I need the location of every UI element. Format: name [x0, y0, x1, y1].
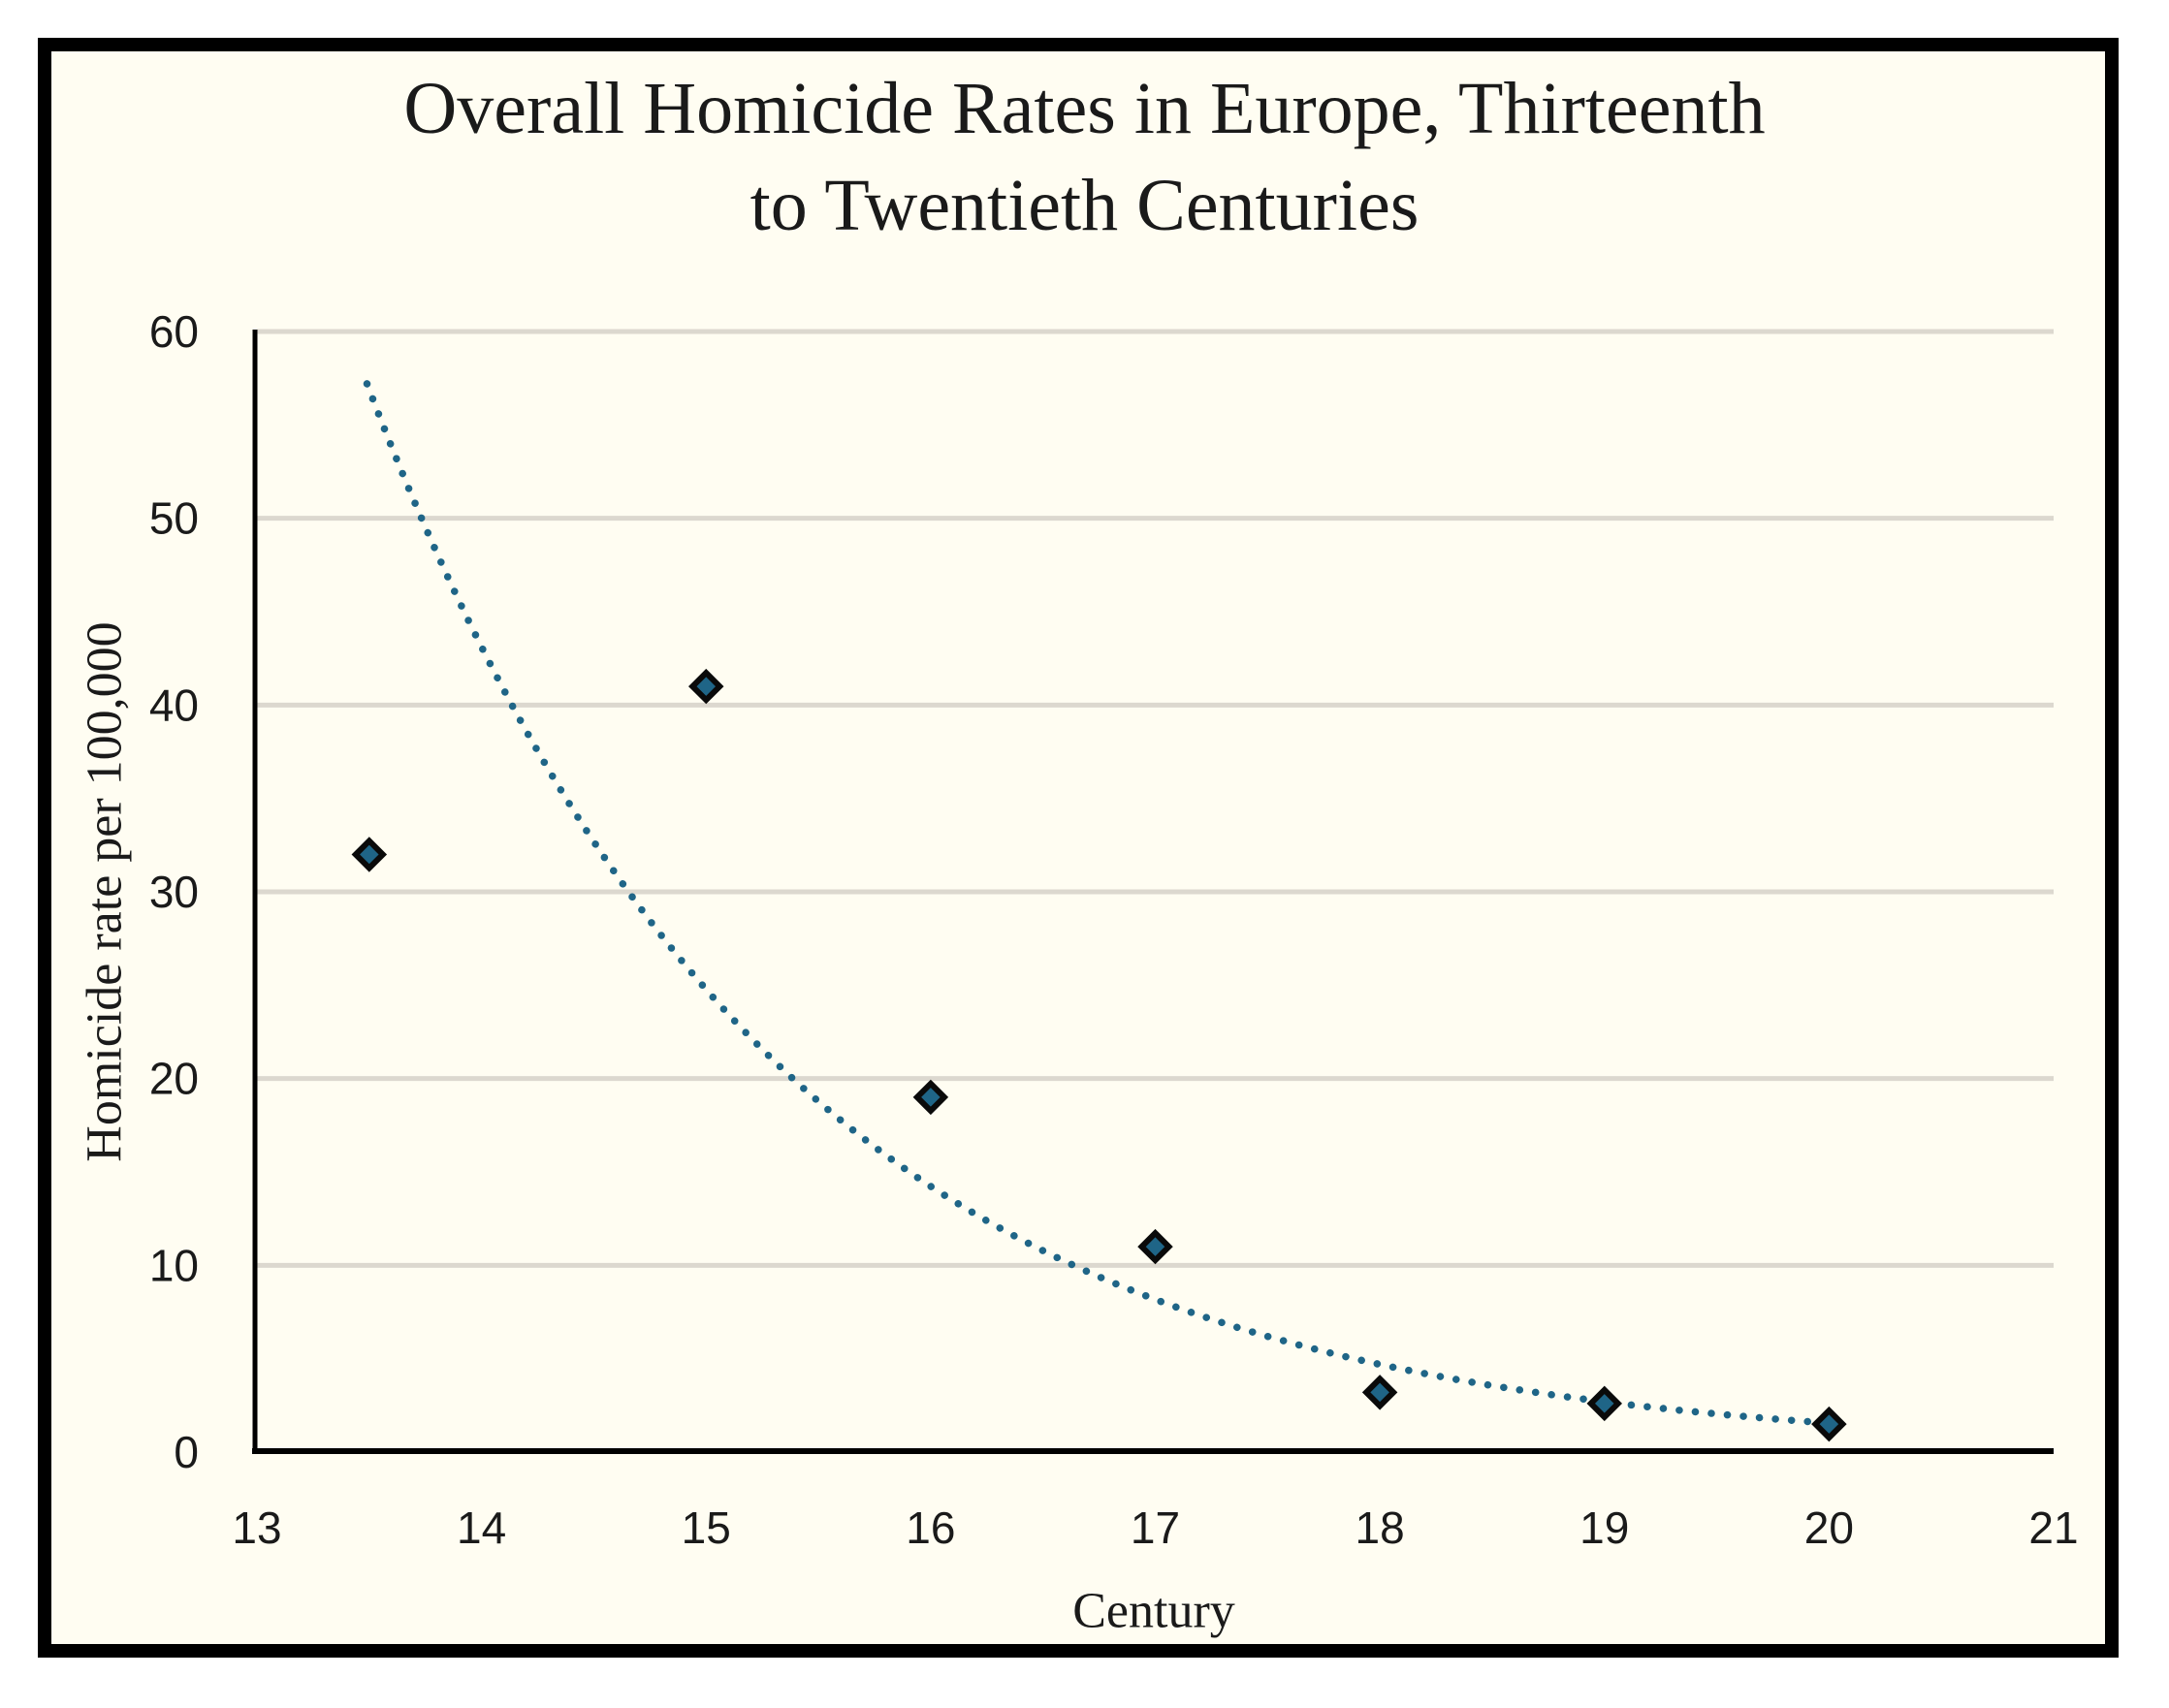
y-tick-label-40: 40	[149, 680, 199, 730]
data-point-3	[1137, 1228, 1173, 1265]
chart-frame	[38, 38, 2119, 1658]
x-tick-label-18: 18	[1356, 1502, 1405, 1553]
x-tick-label-13: 13	[232, 1502, 281, 1553]
x-tick-label-16: 16	[906, 1502, 955, 1553]
trendline-dotted	[363, 380, 1834, 1427]
x-tick-label-15: 15	[682, 1502, 731, 1553]
data-point-0	[351, 837, 388, 872]
x-tick-label-20: 20	[1804, 1502, 1854, 1553]
data-point-1	[688, 668, 724, 705]
chart-title-line-2: to Twentieth Centuries	[750, 165, 1419, 246]
y-axis-title: Homicide rate per 100,000	[77, 621, 133, 1162]
data-point-5	[1586, 1385, 1622, 1422]
y-tick-label-10: 10	[149, 1240, 199, 1290]
chart-title: Overall Homicide Rates in Europe, Thirte…	[0, 60, 2169, 254]
chart-title-line-1: Overall Homicide Rates in Europe, Thirte…	[403, 68, 1766, 149]
y-tick-label-30: 30	[149, 867, 199, 917]
x-tick-label-17: 17	[1131, 1502, 1180, 1553]
y-tick-label-0: 0	[174, 1427, 199, 1477]
data-point-6	[1811, 1406, 1847, 1442]
data-point-4	[1361, 1375, 1398, 1410]
y-tick-label-50: 50	[149, 493, 199, 544]
x-tick-label-14: 14	[457, 1502, 506, 1553]
x-tick-label-19: 19	[1579, 1502, 1629, 1553]
y-tick-label-60: 60	[149, 306, 199, 357]
x-tick-label-21: 21	[2028, 1502, 2078, 1553]
y-tick-label-20: 20	[149, 1054, 199, 1104]
x-axis-title: Century	[1072, 1583, 1235, 1639]
data-point-2	[912, 1079, 949, 1116]
